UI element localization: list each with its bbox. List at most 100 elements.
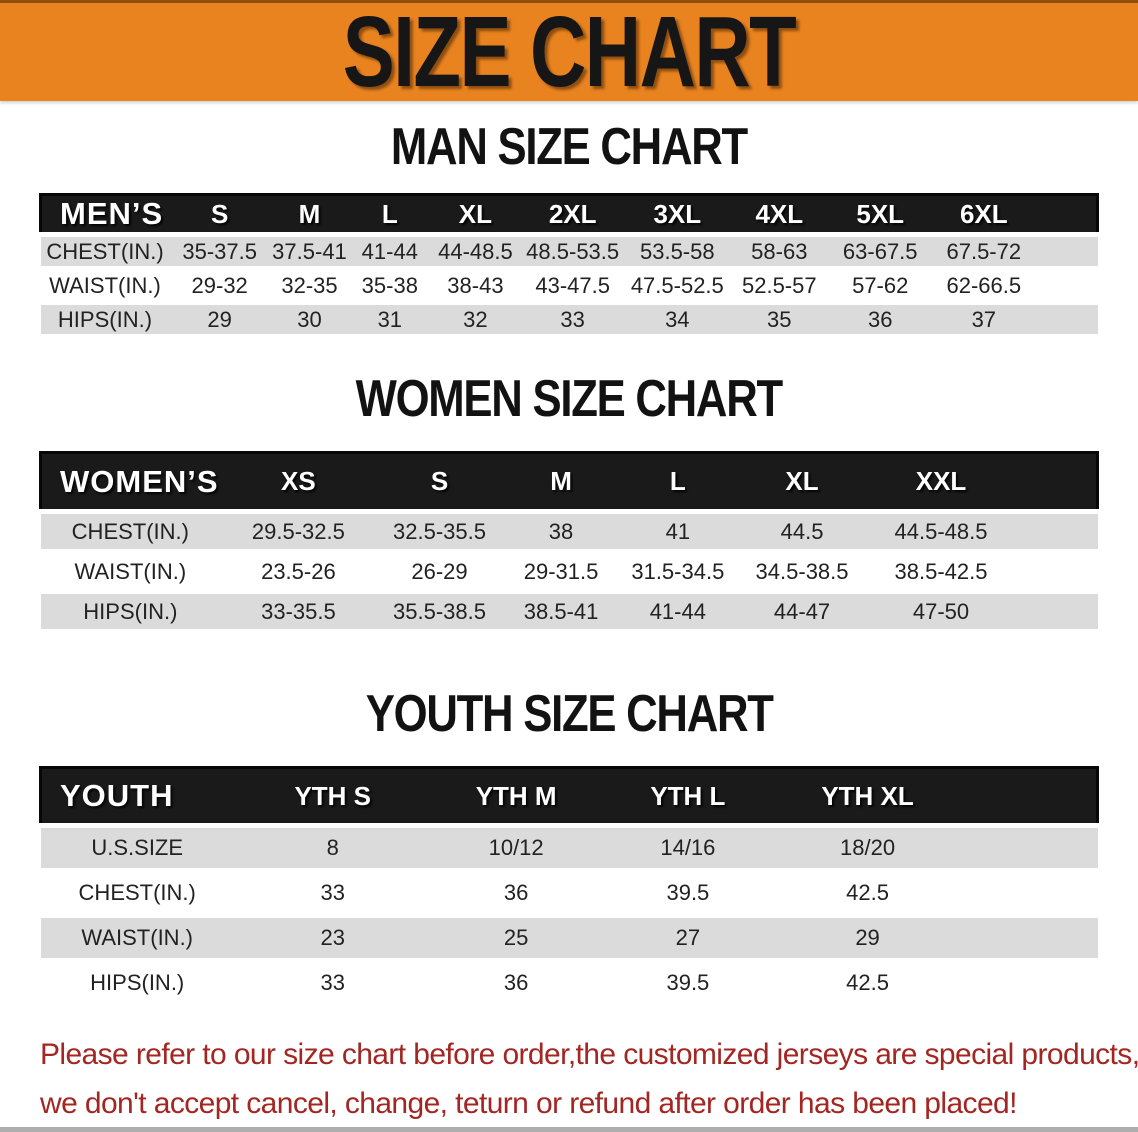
row-label: WAIST(IN.) <box>40 551 221 594</box>
row-label: U.S.SIZE <box>40 825 234 873</box>
cell-value: 18/20 <box>775 825 961 873</box>
row-label: CHEST(IN.) <box>40 870 234 918</box>
women-size-section: WOMEN SIZE CHART WOMEN’S XS S M L XL XXL CHEST(… <box>0 339 1138 634</box>
table-row: U.S.SIZE 8 10/12 14/16 18/20 <box>40 825 1098 873</box>
cell-value: 30 <box>269 302 350 339</box>
column-header: XL <box>735 451 869 514</box>
column-header: YTH M <box>431 766 601 828</box>
cell-value: 32-35 <box>269 268 350 305</box>
women-section-title-text: WOMEN SIZE CHART <box>355 370 784 428</box>
row-label: CHEST(IN.) <box>40 511 221 554</box>
image-bottom-edge <box>0 1127 1138 1132</box>
cell-value: 33 <box>233 960 432 1008</box>
cell-value: 35-37.5 <box>169 234 270 271</box>
cell-value: 36 <box>431 870 601 918</box>
cell-value: 29 <box>169 302 270 339</box>
cell-value: 27 <box>600 915 776 963</box>
footer-note: Please refer to our size chart before or… <box>40 1030 1138 1128</box>
men-size-table: MEN’S S M L XL 2XL 3XL 4XL 5XL 6XL CHEST(IN.) 35-37… <box>39 193 1100 339</box>
men-section-title: MAN SIZE CHART <box>0 101 1138 193</box>
cell-value: 41-44 <box>349 234 431 271</box>
column-header: XXL <box>868 451 1014 514</box>
column-filler <box>1013 451 1099 514</box>
cell-value: 35 <box>729 302 829 339</box>
column-header: XS <box>220 451 377 514</box>
column-header: 5XL <box>828 193 932 237</box>
cell-value: 32 <box>430 302 521 339</box>
column-filler <box>1036 193 1100 237</box>
cell-value: 38-43 <box>430 268 521 305</box>
men-size-section: MAN SIZE CHART MEN’S S M L XL 2XL 3XL 4XL 5XL 6XL… <box>0 101 1138 339</box>
table-row: WAIST(IN.) 23 25 27 29 <box>40 915 1098 963</box>
youth-section-title: YOUTH SIZE CHART <box>0 634 1138 766</box>
column-header: 6XL <box>931 193 1037 237</box>
table-header-label: MEN’S <box>39 193 170 237</box>
cell-value: 14/16 <box>600 825 776 873</box>
cell-value: 41-44 <box>619 591 736 634</box>
banner-title: SIZE CHART <box>342 0 797 108</box>
table-row: CHEST(IN.) 35-37.5 37.5-41 41-44 44-48.5 48.5… <box>40 234 1098 271</box>
cell-value: 43-47.5 <box>520 268 625 305</box>
cell-value: 47-50 <box>868 591 1014 634</box>
cell-value: 38 <box>502 511 620 554</box>
youth-size-section: YOUTH SIZE CHART YOUTH YTH S YTH M YTH L YTH… <box>0 634 1138 1008</box>
youth-size-table: YOUTH YTH S YTH M YTH L YTH XL U.S.SIZE 8 10/12… <box>38 766 1100 1008</box>
column-header: L <box>619 451 736 514</box>
table-row: CHEST(IN.) 29.5-32.5 32.5-35.5 38 41 44.5 44.5… <box>40 511 1098 554</box>
cell-value: 62-66.5 <box>931 268 1037 305</box>
men-section-title-text: MAN SIZE CHART <box>390 118 748 176</box>
cell-value: 44.5 <box>735 511 869 554</box>
cell-value: 37 <box>931 302 1037 339</box>
cell-filler <box>1036 268 1098 305</box>
banner: SIZE CHART <box>0 0 1138 108</box>
table-header-row: WOMEN’S XS S M L XL XXL <box>39 451 1099 514</box>
column-header: YTH S <box>233 766 432 828</box>
cell-value: 44-48.5 <box>430 234 521 271</box>
cell-value: 36 <box>828 302 932 339</box>
column-header: M <box>269 193 350 237</box>
cell-value: 33 <box>520 302 625 339</box>
size-chart-content: MAN SIZE CHART MEN’S S M L XL 2XL 3XL 4XL 5XL 6XL… <box>0 101 1138 1128</box>
cell-value: 58-63 <box>729 234 829 271</box>
table-row: WAIST(IN.) 29-32 32-35 35-38 38-43 43-47.5 47.… <box>40 268 1098 305</box>
cell-value: 35.5-38.5 <box>376 591 503 634</box>
cell-value: 42.5 <box>775 870 961 918</box>
table-row: CHEST(IN.) 33 36 39.5 42.5 <box>40 870 1098 918</box>
cell-value: 25 <box>431 915 601 963</box>
table-header-label: YOUTH <box>38 766 234 828</box>
column-header: 3XL <box>624 193 730 237</box>
cell-value: 38.5-41 <box>502 591 620 634</box>
cell-value: 33-35.5 <box>220 591 377 634</box>
cell-value: 39.5 <box>600 870 776 918</box>
cell-value: 42.5 <box>775 960 961 1008</box>
column-header: YTH XL <box>775 766 961 828</box>
cell-value: 57-62 <box>828 268 932 305</box>
cell-value: 36 <box>431 960 601 1008</box>
cell-value: 63-67.5 <box>828 234 932 271</box>
women-size-table: WOMEN’S XS S M L XL XXL CHEST(IN.) 29.5-32.5 32.5… <box>39 451 1099 634</box>
row-label: HIPS(IN.) <box>40 302 170 339</box>
table-header-label: WOMEN’S <box>39 451 221 514</box>
column-filler <box>960 766 1100 828</box>
cell-filler <box>1013 511 1098 554</box>
cell-value: 34.5-38.5 <box>735 551 869 594</box>
cell-value: 29.5-32.5 <box>220 511 377 554</box>
column-header: S <box>169 193 270 237</box>
cell-value: 10/12 <box>431 825 601 873</box>
table-header-row: MEN’S S M L XL 2XL 3XL 4XL 5XL 6XL <box>39 193 1100 237</box>
cell-value: 44.5-48.5 <box>868 511 1014 554</box>
column-header: YTH L <box>600 766 776 828</box>
cell-filler <box>1013 591 1098 634</box>
cell-value: 29-31.5 <box>502 551 620 594</box>
cell-value: 32.5-35.5 <box>376 511 503 554</box>
cell-value: 26-29 <box>376 551 503 594</box>
cell-value: 39.5 <box>600 960 776 1008</box>
row-label: WAIST(IN.) <box>40 268 170 305</box>
cell-value: 47.5-52.5 <box>624 268 730 305</box>
cell-value: 37.5-41 <box>269 234 350 271</box>
footer-line-1: Please refer to our size chart before or… <box>40 1038 1138 1071</box>
column-header: L <box>349 193 431 237</box>
column-header: M <box>502 451 620 514</box>
row-label: CHEST(IN.) <box>40 234 170 271</box>
youth-section-title-text: YOUTH SIZE CHART <box>365 685 774 743</box>
